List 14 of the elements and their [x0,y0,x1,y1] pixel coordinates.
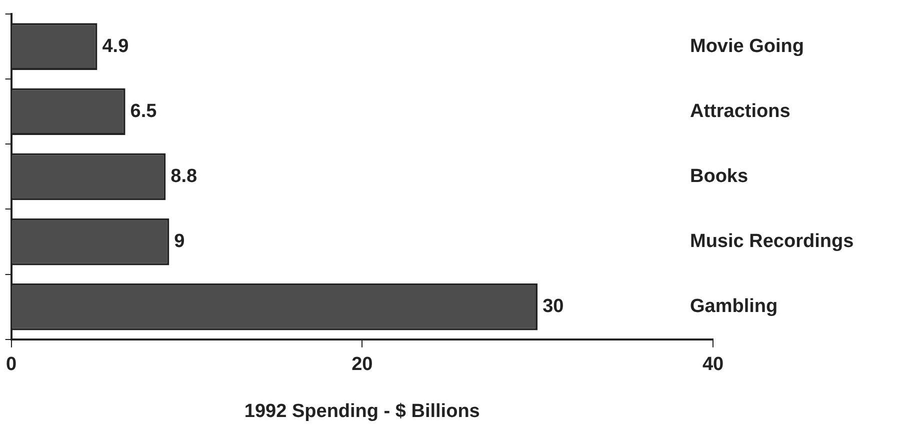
data-label: 30 [542,296,564,318]
y-tick-label: Attractions [690,100,790,122]
x-axis-title: 1992 Spending - $ Billions [244,400,480,422]
data-label: 4.9 [102,36,129,57]
y-tick-label: Gambling [690,296,778,318]
y-tick-label: Music Recordings [690,231,854,252]
x-tick-label: 0 [6,354,17,376]
data-label: 6.5 [130,100,158,122]
y-tick-label: Books [690,166,748,187]
x-tick-label: 20 [352,354,373,376]
x-tick-label: 40 [702,354,724,376]
y-tick-label: Movie Going [690,36,804,57]
data-label: 9 [174,231,185,252]
data-label: 8.8 [170,166,198,187]
